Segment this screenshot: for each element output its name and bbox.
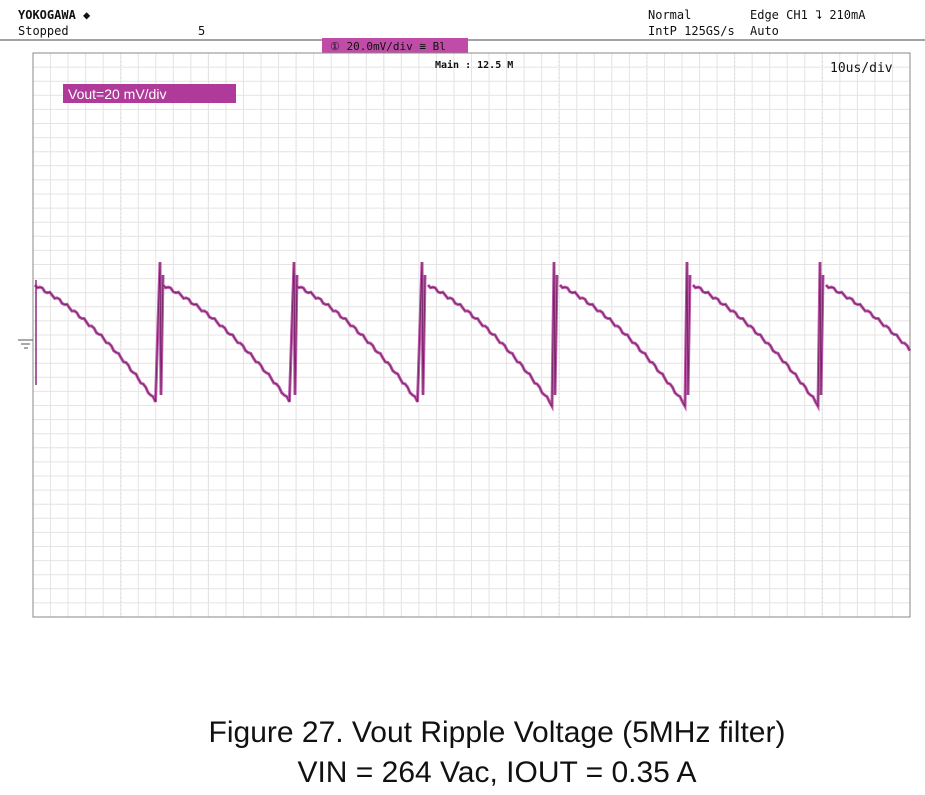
channel-box xyxy=(322,38,468,53)
trigger-mode: Auto xyxy=(750,24,779,38)
ground-marker xyxy=(18,339,33,349)
trace-label-box xyxy=(63,84,236,103)
mode: Normal xyxy=(648,8,691,22)
caption-line: VIN = 264 Vac, IOUT = 0.35 A xyxy=(297,756,696,789)
channel-scale: ① 20.0mV/div ≅ Bl xyxy=(330,40,446,53)
trace-label: Vout=20 mV/div xyxy=(68,86,166,102)
trigger: Edge CH1 ⮧ 210mA xyxy=(750,8,866,22)
timebase: 10us/div xyxy=(830,61,893,76)
record-length: Main : 12.5 M xyxy=(435,59,513,71)
grid xyxy=(32,52,910,617)
trace-edge xyxy=(34,261,911,408)
caption-line: Figure 27. Vout Ripple Voltage (5MHz fil… xyxy=(209,716,786,749)
brand: YOKOGAWA ◆ xyxy=(18,8,91,22)
grid-frame xyxy=(32,52,911,618)
scope-screen xyxy=(0,0,925,640)
status: Stopped xyxy=(18,24,69,38)
waveform xyxy=(33,261,912,412)
mark: 5 xyxy=(198,24,205,38)
sampling: IntP 125GS/s xyxy=(648,24,735,38)
